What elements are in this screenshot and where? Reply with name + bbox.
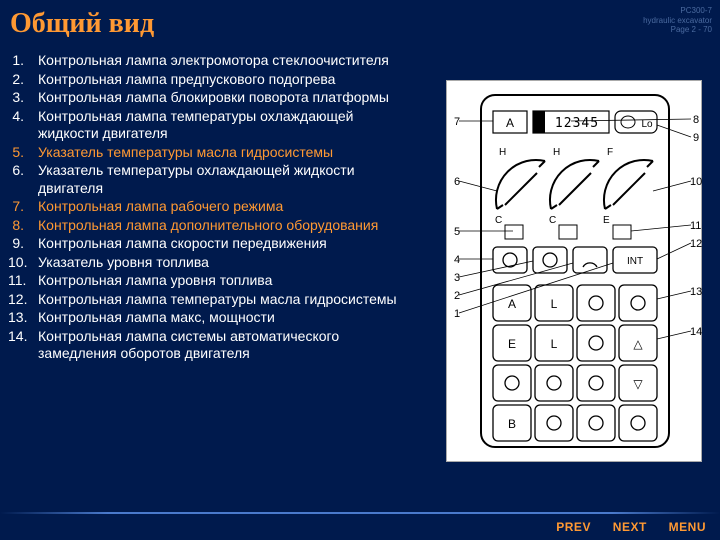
svg-text:6: 6 xyxy=(454,176,460,188)
item-number: 12. xyxy=(8,291,38,309)
disp-digits: 12345 xyxy=(555,116,599,131)
svg-text:△: △ xyxy=(633,337,643,351)
header-meta: PC300-7 hydraulic excavator Page 2 - 70 xyxy=(643,6,712,35)
meta-desc: hydraulic excavator xyxy=(643,16,712,26)
svg-text:4: 4 xyxy=(454,254,460,266)
svg-text:3: 3 xyxy=(454,272,460,284)
svg-text:A: A xyxy=(508,297,516,311)
list-item: 14.Контрольная лампа системы автоматичес… xyxy=(8,328,398,363)
mid-int: INT xyxy=(627,256,643,267)
nav-menu[interactable]: MENU xyxy=(669,520,706,534)
item-text: Контрольная лампа уровня топлива xyxy=(38,272,272,290)
svg-text:13: 13 xyxy=(690,286,702,298)
list-item: 1.Контрольная лампа электромотора стекло… xyxy=(8,52,398,70)
list-item: 12.Контрольная лампа температуры масла г… xyxy=(8,291,398,309)
svg-text:H: H xyxy=(553,147,560,158)
item-text: Контрольная лампа блокировки поворота пл… xyxy=(38,89,389,107)
svg-text:11: 11 xyxy=(690,220,701,232)
list-item: 5.Указатель температуры масла гидросисте… xyxy=(8,144,398,162)
svg-text:H: H xyxy=(499,147,506,158)
item-number: 1. xyxy=(8,52,38,70)
list-item: 7.Контрольная лампа рабочего режима xyxy=(8,198,398,216)
svg-text:C: C xyxy=(549,215,556,226)
item-number: 11. xyxy=(8,272,38,290)
item-text: Указатель уровня топлива xyxy=(38,254,209,272)
page-title: Общий вид xyxy=(10,8,154,40)
item-text: Контрольная лампа предпускового подогрев… xyxy=(38,71,335,89)
nav-prev[interactable]: PREV xyxy=(556,520,591,534)
svg-text:B: B xyxy=(508,417,516,431)
list-item: 11.Контрольная лампа уровня топлива xyxy=(8,272,398,290)
list-item: 10.Указатель уровня топлива xyxy=(8,254,398,272)
meta-model: PC300-7 xyxy=(643,6,712,16)
item-text: Контрольная лампа дополнительного оборуд… xyxy=(38,217,378,235)
list-item: 9.Контрольная лампа скорости передвижени… xyxy=(8,235,398,253)
svg-text:▽: ▽ xyxy=(633,377,643,391)
item-text: Контрольная лампа температуры масла гидр… xyxy=(38,291,397,309)
list-item: 13.Контрольная лампа макс, мощности xyxy=(8,309,398,327)
item-number: 4. xyxy=(8,108,38,143)
item-text: Контрольная лампа рабочего режима xyxy=(38,198,283,216)
svg-text:E: E xyxy=(508,337,516,351)
list-item: 4.Контрольная лампа температуры охлаждаю… xyxy=(8,108,398,143)
list-item: 8.Контрольная лампа дополнительного обор… xyxy=(8,217,398,235)
list-item: 3.Контрольная лампа блокировки поворота … xyxy=(8,89,398,107)
item-text: Указатель температуры охлаждающей жидкос… xyxy=(38,162,398,197)
item-text: Контрольная лампа температуры охлаждающе… xyxy=(38,108,398,143)
item-text: Контрольная лампа системы автоматическог… xyxy=(38,328,398,363)
meta-page: Page 2 - 70 xyxy=(643,25,712,35)
item-number: 3. xyxy=(8,89,38,107)
item-text: Указатель температуры масла гидросистемы xyxy=(38,144,333,162)
svg-text:2: 2 xyxy=(454,290,460,302)
item-text: Контрольная лампа скорости передвижения xyxy=(38,235,327,253)
item-text: Контрольная лампа макс, мощности xyxy=(38,309,275,327)
svg-text:14: 14 xyxy=(690,326,702,338)
bottom-rule xyxy=(0,512,720,514)
item-number: 5. xyxy=(8,144,38,162)
svg-text:L: L xyxy=(551,297,558,311)
list-item: 2.Контрольная лампа предпускового подогр… xyxy=(8,71,398,89)
item-number: 14. xyxy=(8,328,38,363)
disp-a: A xyxy=(506,116,514,130)
item-number: 8. xyxy=(8,217,38,235)
svg-text:1: 1 xyxy=(454,308,460,320)
item-number: 13. xyxy=(8,309,38,327)
nav-bar: PREV NEXT MENU xyxy=(538,520,706,534)
svg-text:12: 12 xyxy=(690,238,702,250)
svg-text:9: 9 xyxy=(693,132,699,144)
item-number: 2. xyxy=(8,71,38,89)
item-text: Контрольная лампа электромотора стеклооч… xyxy=(38,52,389,70)
item-list: 1.Контрольная лампа электромотора стекло… xyxy=(8,52,398,364)
svg-text:7: 7 xyxy=(454,116,460,128)
svg-text:E: E xyxy=(603,215,610,226)
svg-text:L: L xyxy=(551,337,558,351)
svg-text:8: 8 xyxy=(693,114,699,126)
list-item: 6.Указатель температуры охлаждающей жидк… xyxy=(8,162,398,197)
panel-diagram: A 12345 Lo H H F C C E xyxy=(446,80,702,462)
svg-text:10: 10 xyxy=(690,176,702,188)
svg-text:C: C xyxy=(495,215,502,226)
nav-next[interactable]: NEXT xyxy=(613,520,647,534)
disp-lo: Lo xyxy=(641,119,653,130)
item-number: 9. xyxy=(8,235,38,253)
item-number: 6. xyxy=(8,162,38,197)
item-number: 10. xyxy=(8,254,38,272)
svg-text:5: 5 xyxy=(454,226,460,238)
svg-text:F: F xyxy=(607,147,613,158)
item-number: 7. xyxy=(8,198,38,216)
